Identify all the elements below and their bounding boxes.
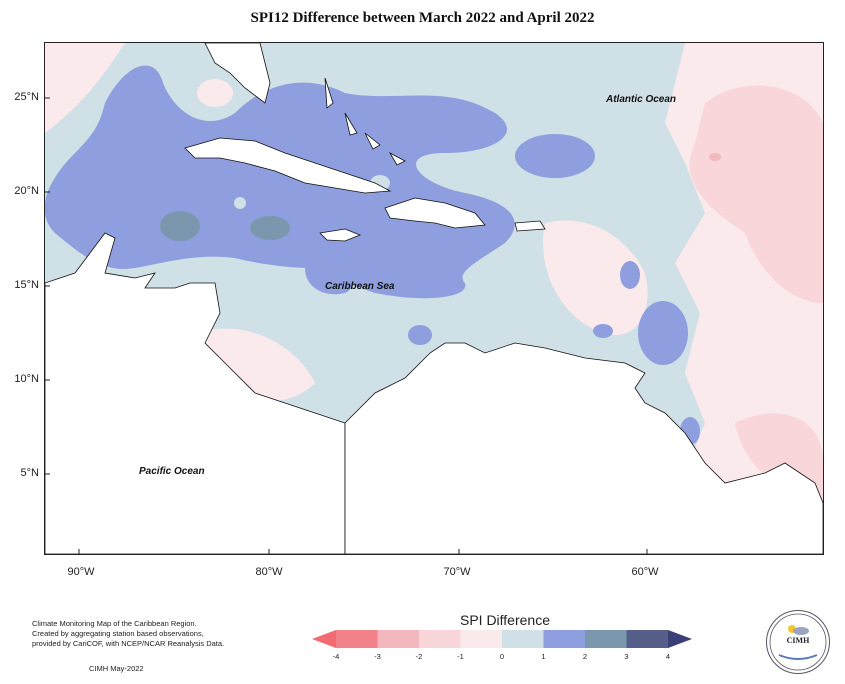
- legend-tick-label: 2: [582, 652, 588, 661]
- legend-swatch: [336, 630, 378, 648]
- map-title: SPI12 Difference between March 2022 and …: [250, 10, 595, 26]
- legend-tick-label: 3: [624, 652, 629, 661]
- credit-line: Climate Monitoring Map of the Caribbean …: [32, 619, 197, 628]
- lat-label-15n: 15°N: [14, 279, 39, 291]
- land-outlines: [45, 43, 823, 554]
- cimh-logo: CIMH: [766, 610, 830, 674]
- lat-label-5n: 5°N: [20, 467, 39, 479]
- legend-tick-label: 1: [541, 652, 546, 661]
- legend-swatch: [460, 630, 503, 648]
- legend-tick-label: 0: [499, 652, 505, 661]
- legend-swatch: [377, 630, 420, 648]
- legend-under-arrow: [312, 630, 336, 648]
- legend-swatch: [502, 630, 544, 648]
- legend-swatch: [543, 630, 586, 648]
- axis-ticks: [45, 97, 648, 554]
- legend-tick-label: -2: [415, 652, 423, 661]
- spi-map: [45, 43, 823, 554]
- logo-text: CIMH: [786, 636, 810, 645]
- lat-label-10n: 10°N: [14, 373, 39, 385]
- lon-label-60w: 60°W: [631, 566, 659, 578]
- lon-label-70w: 70°W: [443, 566, 471, 578]
- legend-swatch: [585, 630, 627, 648]
- legend-over-arrow: [668, 630, 692, 648]
- logo-emblem: [769, 613, 827, 671]
- caribbean-sea-label: Caribbean Sea: [325, 281, 395, 292]
- legend-tick-label: -1: [457, 652, 464, 661]
- lon-label-80w: 80°W: [255, 566, 283, 578]
- legend-colorbar: [312, 630, 692, 648]
- map-panel: Atlantic Ocean Caribbean Sea Pacific Oce…: [44, 42, 824, 555]
- credit-line: provided by CariCOF, with NCEP/NCAR Rean…: [32, 639, 225, 648]
- pacific-ocean-label: Pacific Ocean: [139, 466, 205, 477]
- legend-tick-label: -3: [374, 652, 381, 661]
- lat-label-20n: 20°N: [14, 185, 39, 197]
- legend-title: SPI Difference: [459, 612, 550, 628]
- legend-swatch: [419, 630, 461, 648]
- legend-tick-label: 4: [665, 652, 671, 661]
- lat-label-25n: 25°N: [14, 91, 39, 103]
- credit-text: Climate Monitoring Map of the Caribbean …: [32, 619, 232, 649]
- credit-line: Created by aggregating station based obs…: [32, 629, 204, 638]
- atlantic-ocean-label: Atlantic Ocean: [606, 94, 677, 105]
- legend-tick-label: -4: [332, 652, 340, 661]
- lon-label-90w: 90°W: [67, 566, 95, 578]
- credit-date: CIMH May-2022: [89, 664, 144, 673]
- legend-swatch: [626, 630, 669, 648]
